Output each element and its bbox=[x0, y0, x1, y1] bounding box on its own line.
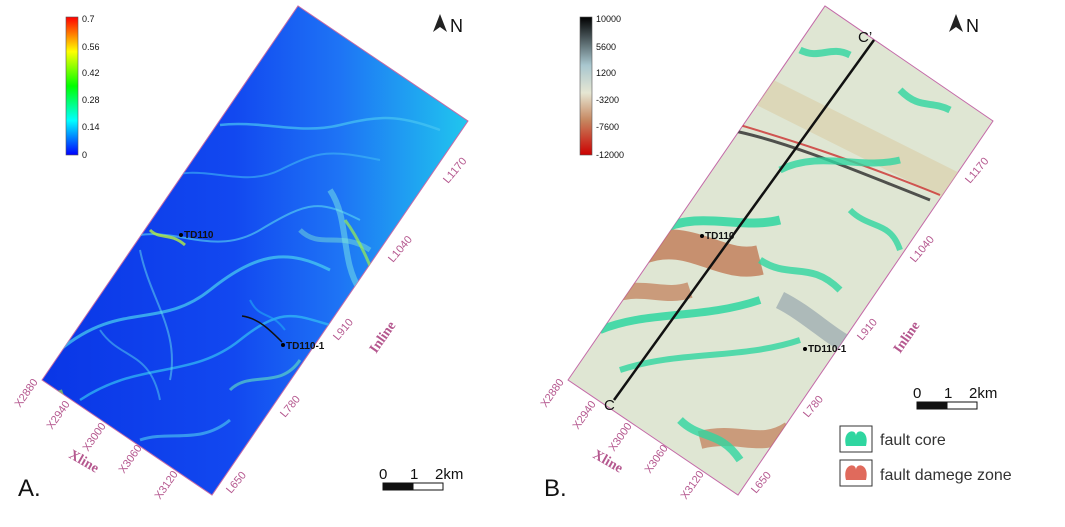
map-b-frame bbox=[567, 5, 994, 496]
section-end-label: C’ bbox=[858, 29, 872, 46]
well-label: TD110-1 bbox=[286, 341, 325, 352]
colorbar-a-tick: 0.28 bbox=[82, 95, 100, 105]
colorbar-b-tick: 10000 bbox=[596, 14, 621, 24]
legend-label: fault damege zone bbox=[880, 467, 1012, 484]
fault-damage-zone-swatch-icon bbox=[845, 465, 867, 480]
xline-label: X3120 bbox=[679, 469, 707, 502]
xline-label: X2880 bbox=[13, 377, 41, 410]
inline-label: L1040 bbox=[386, 234, 415, 265]
well-marker-icon bbox=[281, 343, 285, 347]
north-arrow-icon bbox=[433, 14, 447, 32]
well-label: TD110 bbox=[705, 231, 735, 242]
inline-label: L1170 bbox=[441, 155, 469, 186]
well-label: TD110-1 bbox=[808, 344, 847, 355]
well-marker-icon bbox=[700, 234, 704, 238]
colorbar-a: 0.7 0.56 0.42 0.28 0.14 0 bbox=[65, 14, 100, 160]
inline-label: L780 bbox=[278, 393, 303, 419]
colorbar-a-tick: 0.56 bbox=[82, 42, 100, 52]
xline-axis-label: Xline bbox=[590, 447, 625, 476]
north-arrow-a: N bbox=[433, 14, 463, 36]
scale-tick: 2km bbox=[969, 385, 997, 402]
colorbar-a-tick: 0 bbox=[82, 150, 87, 160]
colorbar-a-tick: 0.14 bbox=[82, 122, 100, 132]
well-label: TD110 bbox=[184, 230, 214, 241]
section-line bbox=[612, 39, 876, 401]
colorbar-b-tick: 5600 bbox=[596, 42, 616, 52]
colorbar-b-tick: -12000 bbox=[596, 150, 624, 160]
xline-axis-label: Xline bbox=[66, 447, 101, 476]
colorbar-a-tick: 0.7 bbox=[82, 14, 95, 24]
colorbar-b: 10000 5600 1200 -3200 -7600 -12000 bbox=[579, 14, 624, 160]
scale-tick: 1 bbox=[410, 466, 418, 483]
scale-tick: 0 bbox=[913, 385, 921, 402]
xline-label: X3060 bbox=[643, 443, 671, 476]
colorbar-a-bar bbox=[65, 16, 79, 156]
north-label: N bbox=[450, 16, 463, 36]
north-label: N bbox=[966, 16, 979, 36]
fault-core-swatch-icon bbox=[845, 431, 867, 446]
scale-tick: 0 bbox=[379, 466, 387, 483]
panel-letter: B. bbox=[544, 475, 567, 502]
inline-label: L910 bbox=[331, 316, 356, 342]
panel-letter: A. bbox=[18, 475, 41, 502]
xline-label: X2940 bbox=[571, 399, 599, 432]
inline-label: L1170 bbox=[963, 155, 991, 186]
section-start-label: C bbox=[604, 397, 615, 414]
well-trajectory-a bbox=[241, 315, 283, 343]
scale-tick: 2km bbox=[435, 466, 463, 483]
xline-label: X2940 bbox=[45, 399, 73, 432]
panel-b: 10000 5600 1200 -3200 -7600 -12000 N C C… bbox=[539, 5, 1012, 502]
north-arrow-icon bbox=[949, 14, 963, 32]
xline-label: X2880 bbox=[539, 377, 567, 410]
colorbar-b-tick: 1200 bbox=[596, 68, 616, 78]
legend: fault core fault damege zone bbox=[839, 425, 1012, 487]
scale-tick: 1 bbox=[944, 385, 952, 402]
inline-label: L910 bbox=[855, 316, 880, 342]
well-marker-icon bbox=[803, 347, 807, 351]
colorbar-b-tick: -7600 bbox=[596, 122, 619, 132]
panel-a: 0.7 0.56 0.42 0.28 0.14 0 N TD110 TD110-… bbox=[13, 5, 469, 502]
inline-axis-label: Inline bbox=[367, 319, 399, 356]
colorbar-b-tick: -3200 bbox=[596, 95, 619, 105]
xline-label: X3000 bbox=[81, 421, 109, 454]
xline-label: X3120 bbox=[153, 469, 181, 502]
scale-bar-a: 0 1 2km bbox=[379, 466, 463, 491]
colorbar-a-tick: 0.42 bbox=[82, 68, 100, 78]
inline-label: L650 bbox=[224, 469, 249, 495]
colorbar-b-bar bbox=[579, 16, 593, 156]
map-b bbox=[567, 5, 994, 496]
inline-axis-label: Inline bbox=[891, 319, 923, 356]
legend-label: fault core bbox=[880, 432, 946, 449]
north-arrow-b: N bbox=[949, 14, 979, 36]
scale-bar-b: 0 1 2km bbox=[913, 385, 997, 410]
well-marker-icon bbox=[179, 233, 183, 237]
xline-label: X3000 bbox=[607, 421, 635, 454]
xline-label: X3060 bbox=[117, 443, 145, 476]
